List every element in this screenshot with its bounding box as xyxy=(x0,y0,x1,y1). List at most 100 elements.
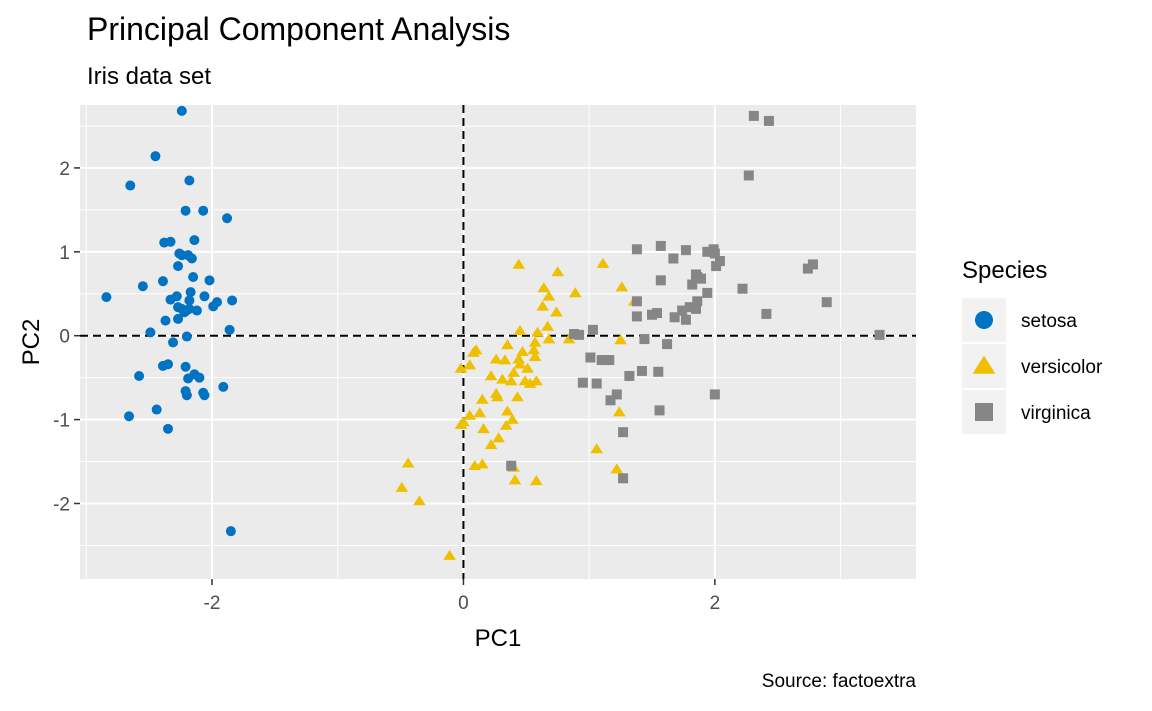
virginica-point xyxy=(680,245,691,256)
versicolor-point xyxy=(395,481,409,492)
versicolor-point xyxy=(473,407,487,418)
data-points xyxy=(101,105,885,560)
setosa-point xyxy=(137,281,148,292)
virginica-point xyxy=(680,314,691,325)
virginica-point xyxy=(569,329,580,340)
versicolor-point xyxy=(551,266,565,277)
versicolor-point xyxy=(454,362,468,373)
versicolor-point xyxy=(614,334,627,345)
virginica-point xyxy=(669,312,680,323)
virginica-point xyxy=(655,240,666,251)
virginica-point xyxy=(662,339,673,350)
setosa-point xyxy=(150,151,161,162)
virginica-point xyxy=(692,296,703,307)
legend-label-versicolor: versicolor xyxy=(1021,357,1103,378)
virginica-point xyxy=(702,246,713,257)
versicolor-point xyxy=(491,391,504,402)
virginica-point xyxy=(585,352,596,363)
versicolor-point xyxy=(443,549,456,560)
virginica-point xyxy=(631,311,642,322)
virginica-point xyxy=(821,297,832,308)
versicolor-point xyxy=(596,257,610,268)
setosa-point xyxy=(224,324,235,335)
setosa-point xyxy=(101,292,112,303)
virginica-point xyxy=(574,329,585,340)
versicolor-point xyxy=(528,350,542,361)
versicolor-point xyxy=(501,339,514,350)
setosa-point xyxy=(168,337,179,348)
virginica-point xyxy=(714,256,725,267)
virginica-point xyxy=(654,405,665,416)
setosa-point xyxy=(218,381,229,392)
setosa-point xyxy=(180,205,191,216)
versicolor-point xyxy=(523,377,537,388)
virginica-point xyxy=(761,308,772,319)
versicolor-point xyxy=(506,413,519,424)
versicolor-point xyxy=(568,287,582,298)
virginica-point xyxy=(748,110,759,121)
reference-lines xyxy=(80,105,916,579)
setosa-point xyxy=(188,271,199,282)
setosa-point xyxy=(151,404,162,415)
versicolor-point xyxy=(463,409,477,420)
virginica-point xyxy=(653,366,664,377)
x-tick-label: 2 xyxy=(710,593,721,614)
versicolor-point xyxy=(521,362,534,373)
legend-symbol-setosa xyxy=(975,311,993,329)
y-axis-title: PC2 xyxy=(18,319,45,366)
versicolor-point xyxy=(512,258,526,269)
setosa-point xyxy=(160,315,171,326)
y-tick-label: 0 xyxy=(59,327,70,348)
legend-label-setosa: setosa xyxy=(1021,311,1077,332)
versicolor-point xyxy=(531,326,544,337)
versicolor-point xyxy=(496,373,509,384)
virginica-point xyxy=(631,244,642,255)
setosa-point xyxy=(186,253,197,264)
versicolor-point xyxy=(512,353,526,364)
setosa-point xyxy=(173,313,184,324)
versicolor-point xyxy=(467,346,480,357)
setosa-point xyxy=(176,105,187,116)
versicolor-point xyxy=(536,300,549,311)
plot-panel xyxy=(80,105,916,579)
versicolor-point xyxy=(527,344,541,355)
setosa-point xyxy=(198,205,209,216)
setosa-point xyxy=(176,303,187,314)
minor-gridlines xyxy=(80,105,916,579)
virginica-point xyxy=(618,427,629,438)
virginica-point xyxy=(618,473,629,484)
versicolor-point xyxy=(537,282,551,293)
versicolor-point xyxy=(612,406,626,417)
virginica-point xyxy=(702,287,713,298)
setosa-point xyxy=(173,261,184,272)
virginica-point xyxy=(709,389,720,400)
versicolor-point xyxy=(492,432,505,443)
versicolor-point xyxy=(489,353,503,364)
setosa-point xyxy=(194,372,205,383)
versicolor-point xyxy=(475,393,489,404)
versicolor-point xyxy=(562,333,576,344)
setosa-point xyxy=(174,248,185,259)
virginica-point xyxy=(591,378,602,389)
versicolor-point xyxy=(507,366,521,377)
virginica-point xyxy=(684,302,695,313)
virginica-point xyxy=(639,334,650,345)
virginica-point xyxy=(737,283,748,294)
versicolor-point xyxy=(511,391,524,402)
chart-caption: Source: factoextra xyxy=(762,671,917,692)
versicolor-point xyxy=(541,320,554,331)
versicolor-point xyxy=(475,458,489,469)
setosa-point xyxy=(181,390,192,401)
virginica-point xyxy=(802,263,813,274)
legend-symbol-versicolor xyxy=(972,355,996,374)
versicolor-point xyxy=(454,418,468,429)
versicolor-point xyxy=(499,419,513,430)
setosa-point xyxy=(181,331,192,342)
chart-subtitle: Iris data set xyxy=(87,63,211,90)
virginica-point xyxy=(763,115,774,126)
versicolor-point xyxy=(542,290,556,301)
virginica-point xyxy=(631,296,642,307)
setosa-point xyxy=(163,359,173,370)
versicolor-point xyxy=(401,457,415,468)
